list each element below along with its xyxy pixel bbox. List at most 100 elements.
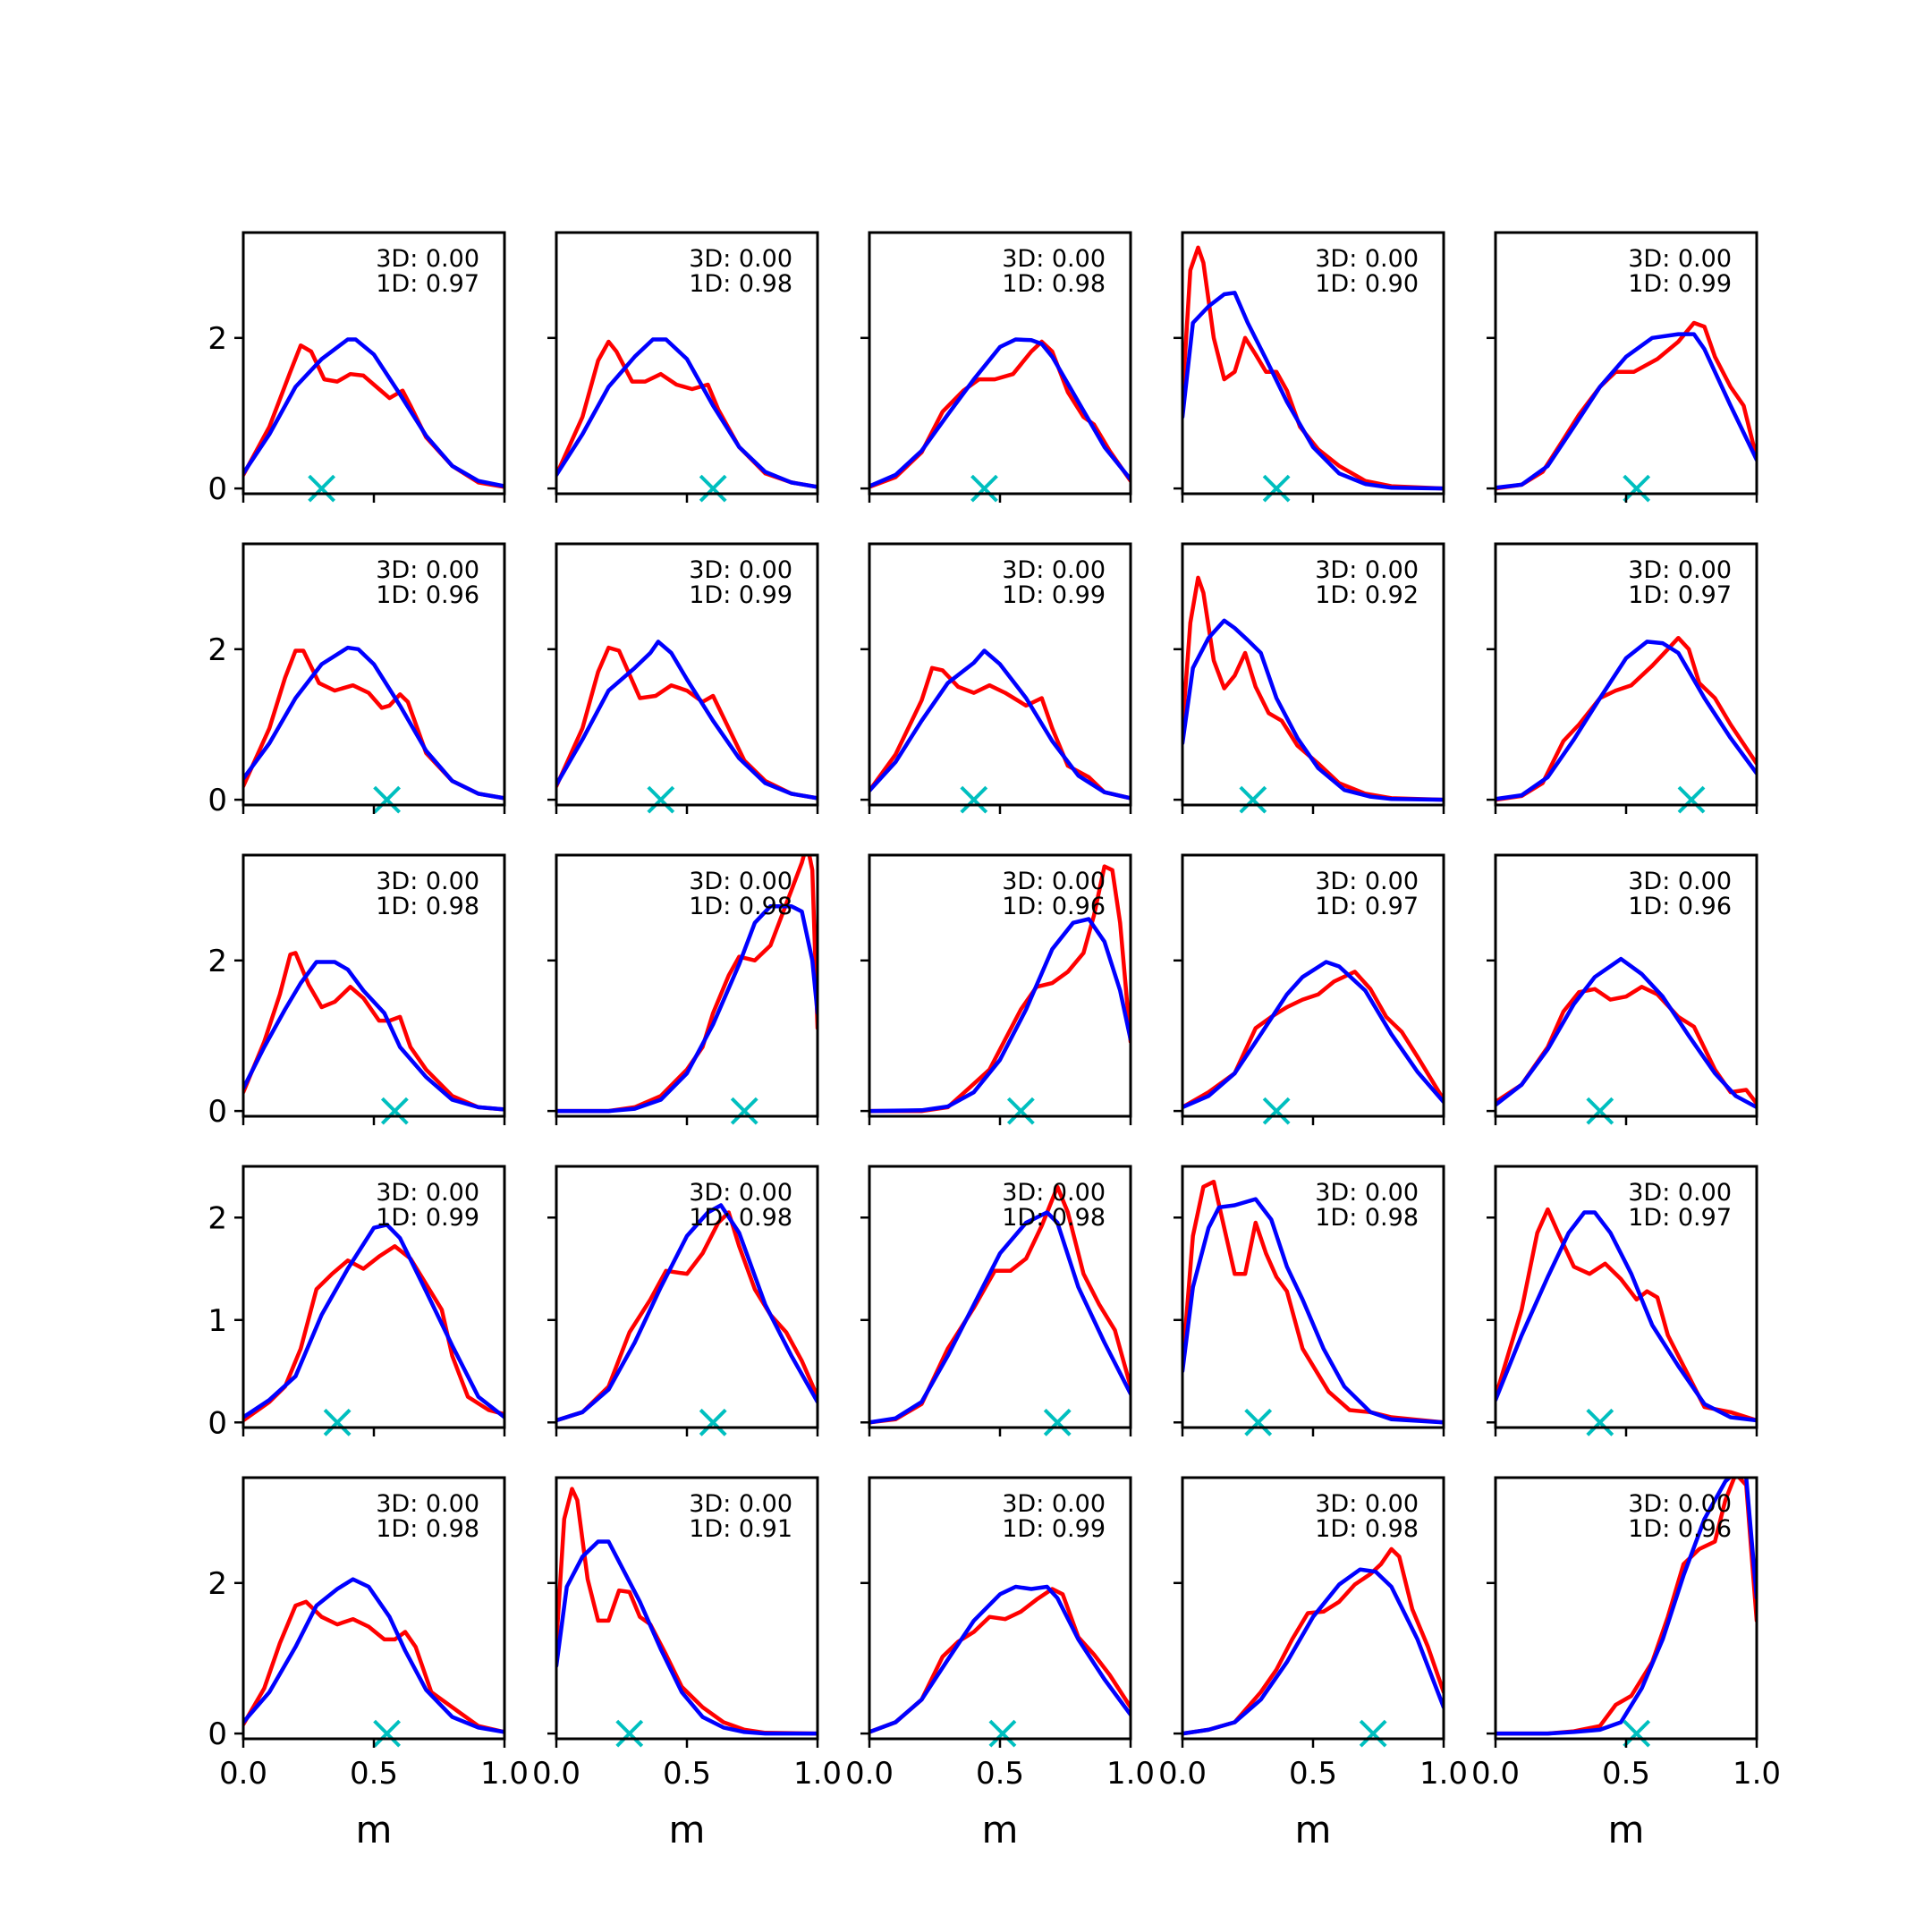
marker-x <box>325 1410 350 1435</box>
annotation-text: 3D: 0.00 <box>1628 245 1732 273</box>
marker-x <box>1624 1721 1649 1746</box>
annotation-text: 3D: 0.00 <box>689 1490 792 1518</box>
marker-x <box>309 476 335 501</box>
x-tick-label: 0.0 <box>1471 1756 1520 1792</box>
marker-x <box>1241 787 1266 812</box>
series-red-line <box>243 953 504 1109</box>
x-axis-label: m <box>1295 1808 1332 1852</box>
x-tick-label: 0.0 <box>532 1756 580 1792</box>
marker-x <box>700 476 725 501</box>
y-tick-label: 2 <box>208 632 227 668</box>
annotation-text: 1D: 0.98 <box>1002 270 1106 298</box>
panel-5-2: 3D: 0.001D: 0.910.0 0.5 1.0m <box>532 1478 842 1852</box>
series-blue-line <box>243 648 504 798</box>
x-tick-label: 0.0 <box>845 1756 894 1792</box>
x-tick-label: 0.5 <box>976 1756 1024 1792</box>
series-red-line <box>869 668 1131 799</box>
x-tick-label: 1.0 <box>793 1756 842 1792</box>
annotation-text: 3D: 0.00 <box>1628 556 1732 584</box>
annotation-text: 1D: 0.96 <box>1628 1515 1732 1543</box>
panel-4-3: 3D: 0.001D: 0.98 <box>860 1166 1131 1436</box>
series-blue-line <box>869 1213 1131 1423</box>
series-red-line <box>556 648 818 798</box>
annotation-text: 3D: 0.00 <box>376 868 479 895</box>
series-blue-line <box>556 340 818 487</box>
panel-3-4: 3D: 0.001D: 0.97 <box>1174 855 1444 1125</box>
series-red-line <box>1496 323 1757 488</box>
panel-5-3: 3D: 0.001D: 0.990.0 0.5 1.0m <box>845 1478 1155 1852</box>
series-blue-line <box>1182 621 1444 800</box>
annotation-text: 3D: 0.00 <box>1315 556 1419 584</box>
series-blue-line <box>556 641 818 798</box>
marker-x <box>648 787 674 812</box>
series-blue-line <box>1182 1570 1444 1733</box>
series-blue-line <box>1496 641 1757 799</box>
annotation-text: 3D: 0.00 <box>376 1490 479 1518</box>
series-red-line <box>243 345 504 487</box>
x-tick-label: 0.5 <box>350 1756 398 1792</box>
annotation-text: 3D: 0.00 <box>1315 868 1419 895</box>
series-blue-line <box>869 919 1131 1112</box>
series-blue-line <box>556 1206 818 1421</box>
annotation-text: 3D: 0.00 <box>376 245 479 273</box>
marker-x <box>732 1098 757 1123</box>
x-axis-label: m <box>669 1808 706 1852</box>
series-blue-line <box>556 1542 818 1734</box>
annotation-text: 1D: 0.91 <box>689 1515 792 1543</box>
series-red-line <box>1182 578 1444 800</box>
annotation-text: 3D: 0.00 <box>1315 1179 1419 1207</box>
series-red-line <box>1496 1209 1757 1420</box>
annotation-text: 1D: 0.96 <box>1628 893 1732 920</box>
marker-x <box>375 1721 400 1746</box>
series-blue-line <box>869 340 1131 487</box>
y-tick-label: 2 <box>208 1200 227 1236</box>
annotation-text: 3D: 0.00 <box>1628 1490 1732 1518</box>
annotation-text: 1D: 0.96 <box>376 581 479 609</box>
series-blue-line <box>1496 335 1757 488</box>
marker-x <box>1264 476 1289 501</box>
annotation-text: 3D: 0.00 <box>689 556 792 584</box>
annotation-text: 1D: 0.99 <box>376 1204 479 1232</box>
series-blue-line <box>243 1580 504 1733</box>
annotation-text: 3D: 0.00 <box>1002 1179 1106 1207</box>
annotation-text: 3D: 0.00 <box>1002 245 1106 273</box>
annotation-text: 1D: 0.98 <box>689 893 792 920</box>
series-red-line <box>1496 987 1757 1103</box>
x-axis-label: m <box>982 1808 1019 1852</box>
annotation-text: 3D: 0.00 <box>689 1179 792 1207</box>
annotation-text: 3D: 0.00 <box>376 1179 479 1207</box>
marker-x <box>1008 1098 1033 1123</box>
annotation-text: 3D: 0.00 <box>1002 556 1106 584</box>
marker-x <box>1679 787 1704 812</box>
annotation-text: 3D: 0.00 <box>1628 1179 1732 1207</box>
figure: 3D: 0.001D: 0.97023D: 0.001D: 0.983D: 0.… <box>0 0 1932 1932</box>
x-axis-label: m <box>356 1808 393 1852</box>
y-tick-label: 2 <box>208 944 227 979</box>
panel-4-5: 3D: 0.001D: 0.97 <box>1487 1166 1757 1436</box>
annotation-text: 1D: 0.99 <box>1002 581 1106 609</box>
annotation-text: 1D: 0.97 <box>1628 581 1732 609</box>
marker-x <box>1360 1721 1385 1746</box>
x-axis-label: m <box>1608 1808 1645 1852</box>
panel-2-1: 3D: 0.001D: 0.9602 <box>208 544 504 818</box>
marker-x <box>1624 476 1649 501</box>
panel-1-3: 3D: 0.001D: 0.98 <box>860 233 1131 503</box>
annotation-text: 1D: 0.98 <box>1002 1204 1106 1232</box>
panel-1-4: 3D: 0.001D: 0.90 <box>1174 233 1444 503</box>
y-tick-label: 2 <box>208 1566 227 1602</box>
panel-2-2: 3D: 0.001D: 0.99 <box>547 544 818 814</box>
y-tick-label: 2 <box>208 321 227 357</box>
series-blue-line <box>243 340 504 487</box>
panel-1-1: 3D: 0.001D: 0.9702 <box>208 233 504 507</box>
series-blue-line <box>1182 292 1444 488</box>
y-tick-label: 1 <box>208 1303 227 1339</box>
annotation-text: 1D: 0.98 <box>1315 1515 1419 1543</box>
